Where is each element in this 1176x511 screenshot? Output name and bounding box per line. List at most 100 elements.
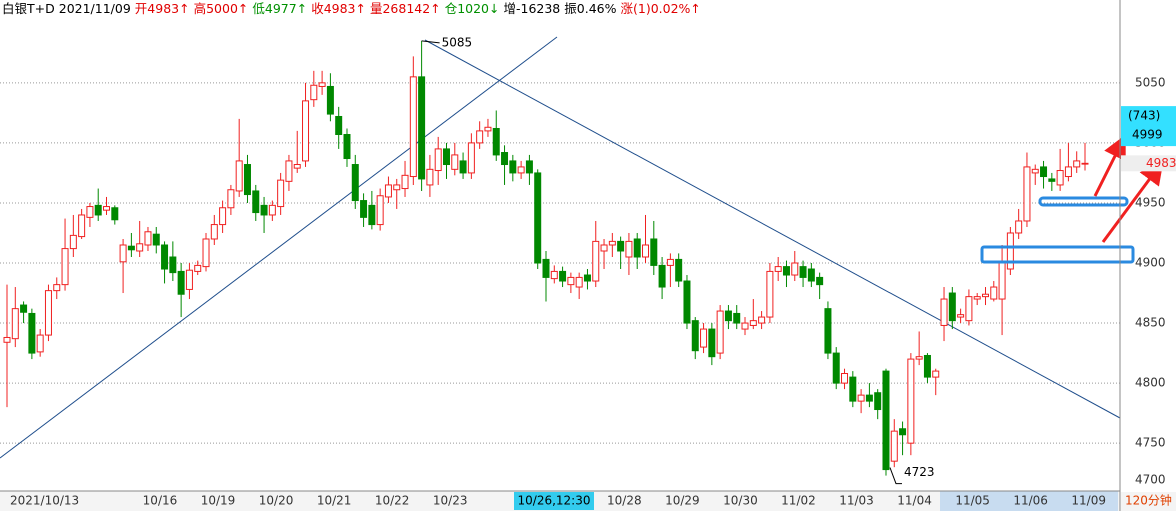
selection-band xyxy=(940,491,1118,511)
candle-body xyxy=(384,184,392,198)
candle-body xyxy=(94,204,102,216)
candle-body xyxy=(152,233,160,246)
candle-body xyxy=(517,166,525,174)
candle-body xyxy=(451,154,459,170)
candle-body xyxy=(583,274,591,282)
candle-body xyxy=(758,316,766,324)
candle-body xyxy=(86,206,94,218)
candle-body xyxy=(1023,166,1031,222)
header-item: 仓1020↓ xyxy=(445,1,500,16)
candle-body xyxy=(1031,168,1039,174)
labels: 470047504800485049004950500050502021/10/… xyxy=(10,35,1176,508)
candle-body xyxy=(1073,160,1081,168)
candle-body xyxy=(442,148,450,166)
candle-body xyxy=(592,240,600,282)
candle-body xyxy=(666,258,674,266)
candle-body xyxy=(285,160,293,182)
candle-body xyxy=(899,428,907,436)
candle-body xyxy=(749,320,757,326)
candles xyxy=(3,40,1089,476)
candle-body xyxy=(791,262,799,276)
candle-body xyxy=(567,276,575,286)
candle-body xyxy=(675,258,683,282)
x-tick-label: 10/30 xyxy=(723,494,758,508)
x-tick-label: 11/03 xyxy=(839,494,874,508)
candle-body xyxy=(302,100,310,162)
y-tick-label: 4950 xyxy=(1135,195,1166,209)
candle-body xyxy=(716,310,724,354)
candle-body xyxy=(227,189,235,209)
header-item: 白银T+D xyxy=(2,1,55,16)
candle-body xyxy=(53,284,61,292)
header: 白银T+D 2021/11/09 开4983↑ 高5000↑ 低4977↑ 收4983↑ 量… xyxy=(2,1,701,16)
cursor-count: (743) xyxy=(1128,109,1160,123)
candle-body xyxy=(11,308,19,340)
arrow xyxy=(1101,160,1164,243)
candle-body xyxy=(733,312,741,324)
candle-body xyxy=(559,270,567,282)
candle-body xyxy=(1081,162,1089,165)
low-pointer xyxy=(889,467,902,485)
x-tick-label: 10/21 xyxy=(317,494,352,508)
candle-body xyxy=(841,373,849,384)
y-tick-label: 4850 xyxy=(1135,316,1166,330)
header-item: 2021/11/09 xyxy=(59,1,131,16)
candle-body xyxy=(418,76,426,180)
candle-body xyxy=(476,130,484,144)
candle-body xyxy=(210,224,218,240)
candle-body xyxy=(44,290,52,336)
x-tick-label: 10/29 xyxy=(665,494,700,508)
header-item: 涨(1)0.02%↑ xyxy=(620,1,700,16)
candle-body xyxy=(202,238,210,268)
candle-body xyxy=(973,296,981,300)
y-tick-label: 4700 xyxy=(1135,473,1166,487)
x-tick-label: 10/20 xyxy=(259,494,294,508)
period: 120分钟 xyxy=(1125,493,1172,508)
candle-body xyxy=(807,268,815,282)
candle-body xyxy=(642,244,650,258)
candle-body xyxy=(550,270,558,280)
cursor-time-box xyxy=(514,492,594,510)
candle-body xyxy=(509,160,517,174)
candle-body xyxy=(650,238,658,266)
candle-body xyxy=(103,206,111,211)
candle-body xyxy=(268,204,276,216)
candle-body xyxy=(310,84,318,101)
y-tick-label: 5050 xyxy=(1135,75,1166,89)
x-tick-label: 11/09 xyxy=(1071,494,1106,508)
x-tick-label: 10/19 xyxy=(201,494,236,508)
candle-body xyxy=(1056,170,1064,186)
candle-body xyxy=(948,292,956,322)
candle-body xyxy=(915,356,923,360)
highlight-box xyxy=(980,245,1135,264)
candle-body xyxy=(724,310,732,322)
candle-body xyxy=(874,392,882,411)
x-tick-label: 2021/10/13 xyxy=(10,494,79,508)
candle-body xyxy=(1015,220,1023,234)
candle-body xyxy=(890,430,898,462)
candle-body xyxy=(293,164,301,169)
candle-body xyxy=(343,133,351,160)
x-tick-label: 10/16 xyxy=(143,494,178,508)
candle-body xyxy=(28,312,36,354)
grid xyxy=(0,82,1120,444)
candle-body xyxy=(691,320,699,352)
cursor-time: 10/26,12:30 xyxy=(518,494,591,508)
header-item: 低4977↑ xyxy=(252,1,307,16)
candle-body xyxy=(318,82,326,87)
candle-body xyxy=(393,184,401,191)
candle-body xyxy=(235,160,243,192)
candle-body xyxy=(625,240,633,258)
cursor-price: 4999 xyxy=(1132,128,1163,142)
x-tick-label: 11/06 xyxy=(1013,494,1048,508)
x-tick-label: 10/28 xyxy=(607,494,642,508)
header-item: 增-16238 xyxy=(503,1,560,16)
candle-body xyxy=(1064,166,1072,178)
period-box xyxy=(1121,492,1176,511)
candle-body xyxy=(409,76,417,178)
candle-body xyxy=(1048,178,1056,182)
y-tick-label: 4900 xyxy=(1135,256,1166,270)
candle-body xyxy=(575,276,583,288)
